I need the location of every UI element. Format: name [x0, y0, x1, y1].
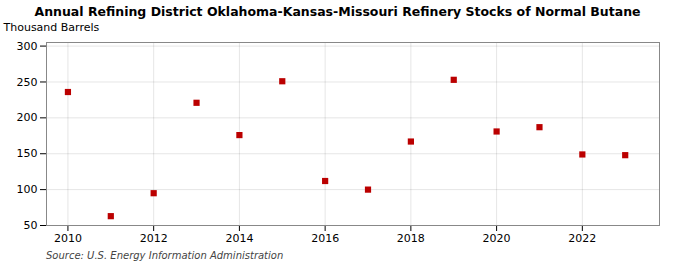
html-text:Annual Refining District Oklah: Annual Refining District Oklahoma-Kansas… — [34, 4, 641, 19]
svg-text:2022: 2022 — [568, 232, 596, 245]
svg-text:200: 200 — [17, 111, 38, 124]
svg-text:50: 50 — [24, 219, 38, 232]
svg-text:300: 300 — [17, 40, 38, 53]
svg-text:150: 150 — [17, 147, 38, 160]
svg-text:250: 250 — [17, 75, 38, 88]
svg-text:2020: 2020 — [483, 232, 511, 245]
svg-text:100: 100 — [17, 183, 38, 196]
svg-text:Thousand Barrels: Thousand Barrels — [3, 21, 100, 34]
svg-text:2016: 2016 — [311, 232, 339, 245]
svg-text:2010: 2010 — [54, 232, 82, 245]
svg-text:2018: 2018 — [397, 232, 425, 245]
svg-text:2012: 2012 — [140, 232, 168, 245]
svg-text:2014: 2014 — [225, 232, 253, 245]
html-text:Source: U.S. Energy Informatio: Source: U.S. Energy Information Administ… — [46, 250, 284, 261]
